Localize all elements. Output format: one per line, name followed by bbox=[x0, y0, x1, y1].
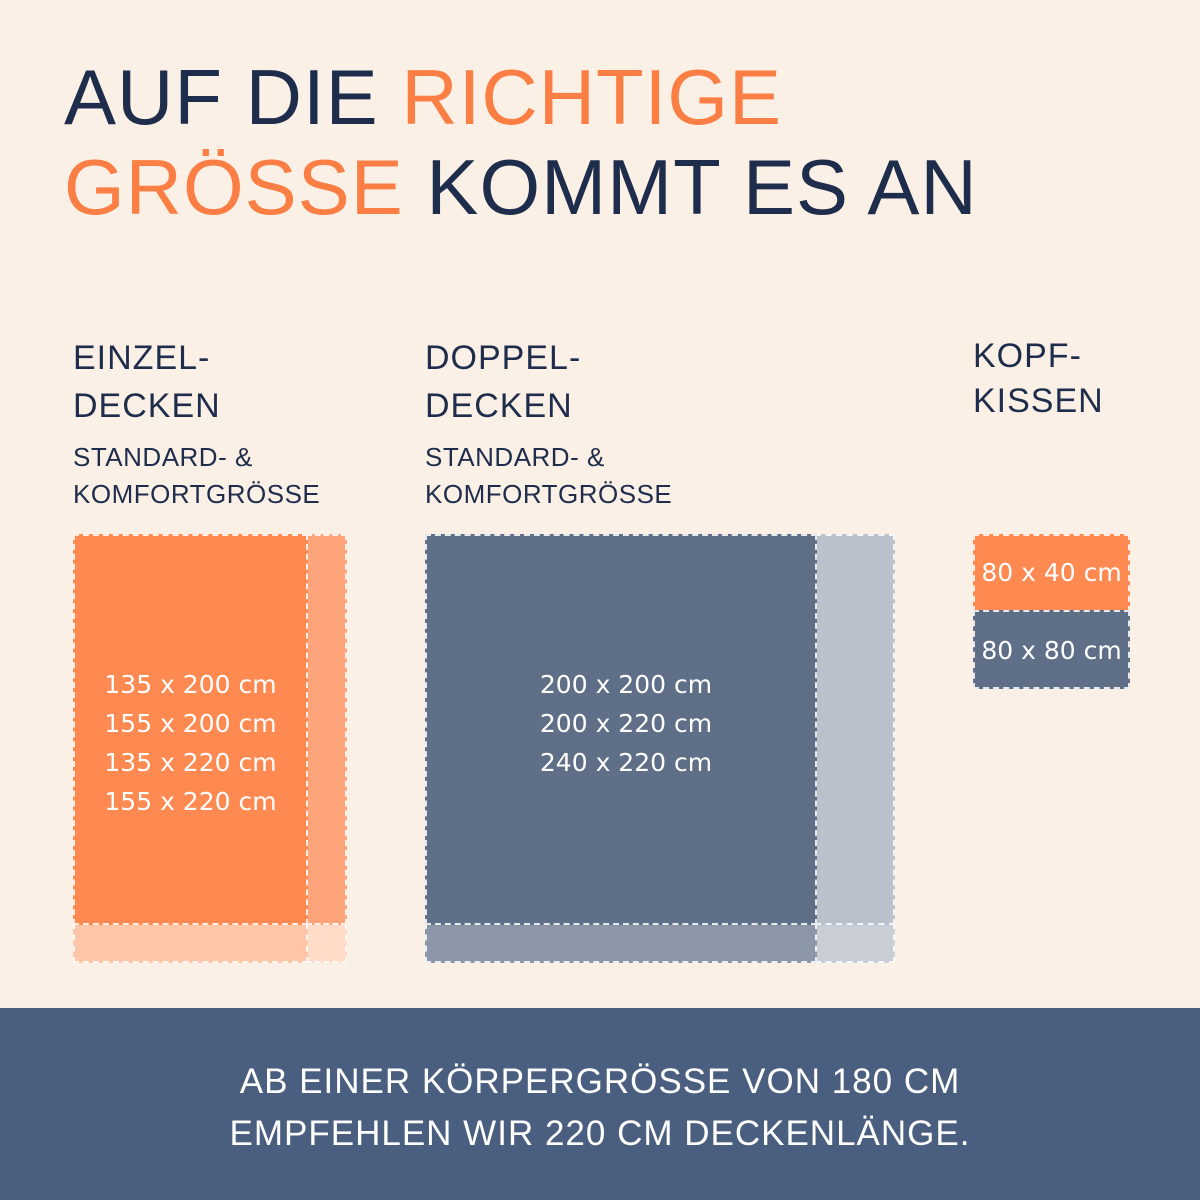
einzel-length-extension bbox=[73, 923, 308, 963]
doppel-subheading: STANDARD- & KOMFORTGRÖSSE bbox=[425, 442, 673, 509]
kissen-heading: KOPF- KISSEN bbox=[973, 337, 1104, 420]
pillow-small-size: 80 x 40 cm bbox=[981, 558, 1122, 587]
footer-text: EMPFEHLEN WIR 220 CM DECKENLÄNGE. bbox=[229, 1114, 971, 1153]
footer-banner: AB EINER KÖRPERGRÖSSE VON 180 CM EMPFEHL… bbox=[0, 1008, 1200, 1200]
title-highlight: GRÖSSE bbox=[64, 143, 404, 231]
title-text: AUF DIE bbox=[64, 53, 402, 141]
title-text: KOMMT ES AN bbox=[403, 143, 978, 231]
pillow-large-size: 80 x 80 cm bbox=[981, 636, 1122, 665]
einzel-heading: EINZEL- DECKEN bbox=[73, 339, 221, 425]
doppel-width-extension bbox=[815, 534, 895, 925]
doppel-length-extension bbox=[425, 923, 817, 963]
einzel-corner bbox=[306, 923, 347, 963]
doppel-sizes: 200 x 200 cm 200 x 220 cm 240 x 220 cm bbox=[539, 670, 713, 777]
doppel-corner bbox=[815, 923, 895, 963]
pillow-large bbox=[973, 610, 1130, 689]
einzel-subheading: STANDARD- & KOMFORTGRÖSSE bbox=[73, 442, 321, 509]
title-highlight: RICHTIGE bbox=[401, 53, 783, 141]
doppel-blanket bbox=[425, 534, 817, 925]
doppel-heading: DOPPEL- DECKEN bbox=[425, 339, 582, 425]
einzel-blanket bbox=[73, 534, 308, 925]
footer-text: AB EINER KÖRPERGRÖSSE VON 180 CM bbox=[239, 1062, 961, 1101]
page-title: AUF DIE RICHTIGE GRÖSSE KOMMT ES AN bbox=[64, 52, 978, 232]
einzel-width-extension bbox=[306, 534, 347, 925]
einzel-sizes: 135 x 200 cm 155 x 200 cm 135 x 220 cm 155 … bbox=[104, 670, 277, 816]
